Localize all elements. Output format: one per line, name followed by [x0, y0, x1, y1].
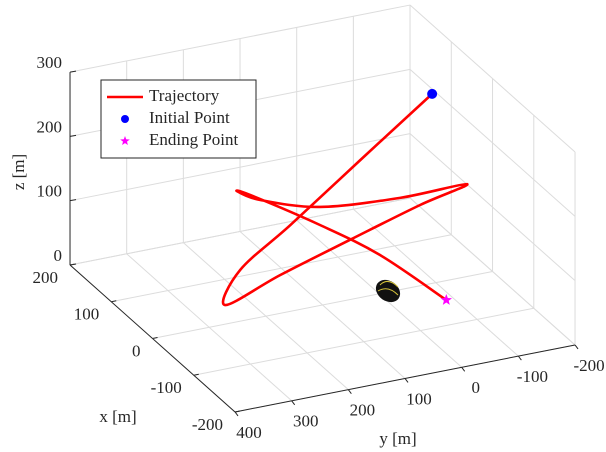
legend-swatch — [121, 115, 129, 123]
y-axis-label: y [m] — [379, 429, 416, 448]
x-axis-label: x [m] — [99, 407, 136, 426]
x-tick-label: 200 — [33, 268, 59, 287]
legend: Trajectory Initial Point Ending Point — [101, 80, 256, 158]
tick-mark — [462, 367, 465, 371]
tick-mark — [70, 264, 76, 265]
tick-mark — [348, 390, 351, 394]
x-tick-label: -100 — [151, 378, 182, 397]
y-tick-label: 400 — [236, 423, 262, 442]
tick-mark — [194, 374, 199, 375]
tick-mark — [70, 71, 76, 72]
tick-mark — [235, 412, 238, 416]
z-tick-label: 200 — [37, 117, 63, 136]
tick-mark — [153, 337, 158, 338]
x-tick-label: -200 — [192, 415, 223, 434]
legend-label: Ending Point — [149, 130, 239, 149]
tick-mark — [575, 345, 578, 349]
y-tick-label: -100 — [517, 367, 548, 386]
tick-mark — [70, 200, 76, 201]
z-axis-label: z [m] — [9, 154, 28, 190]
y-tick-label: 300 — [293, 412, 319, 431]
tick-mark — [70, 135, 76, 136]
legend-label: Initial Point — [149, 108, 230, 127]
tick-mark — [292, 401, 295, 405]
tick-mark — [405, 378, 408, 382]
initial-point — [427, 89, 437, 99]
legend-label: Trajectory — [149, 86, 220, 105]
tick-mark — [111, 301, 116, 302]
chart: -200 -100 0 100 200 -200 -100 0 100 200 300 400 0 100… — [0, 0, 606, 452]
z-tick-label: 0 — [54, 246, 63, 265]
z-tick-label: 300 — [37, 53, 63, 72]
y-tick-label: -200 — [573, 356, 604, 375]
x-tick-label: 100 — [74, 305, 100, 324]
y-tick-label: 200 — [350, 401, 376, 420]
trajectory-line — [223, 94, 467, 305]
y-tick-label: 100 — [406, 389, 432, 408]
grid-line — [183, 243, 348, 390]
y-tick-label: 0 — [471, 378, 480, 397]
z-tick-label: 100 — [37, 182, 63, 201]
tick-mark — [518, 356, 521, 360]
x-tick-label: 0 — [132, 341, 141, 360]
